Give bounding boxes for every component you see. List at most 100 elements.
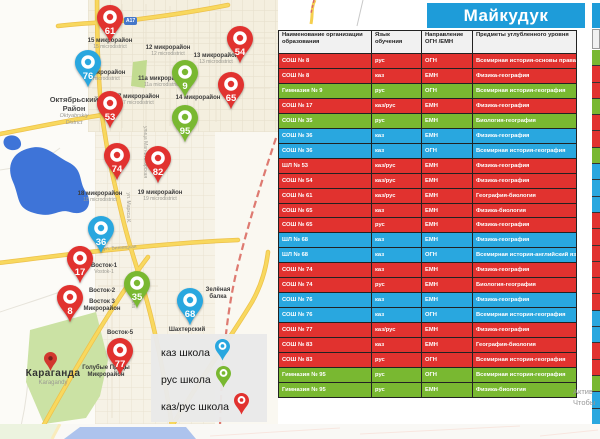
map-pin-school-35[interactable]: 35: [124, 271, 150, 309]
next-page-cell: [592, 98, 600, 116]
table-cell: ОГН: [422, 353, 473, 368]
table-cell: ЕМН: [422, 98, 473, 113]
table-cell: Всемирная история-английский язык: [476, 252, 576, 259]
next-page-cell: [592, 164, 600, 181]
table-header-cell: Наименование организации образования: [279, 31, 372, 53]
map-label: 18 микрорайон 18 microdistrict: [78, 191, 123, 204]
table-row: СОШ № 8 рус ОГН Всемирная история-основы пр…: [279, 53, 576, 68]
map-pin-school-61[interactable]: 61: [97, 5, 123, 43]
map-label-main: 19 микрорайон: [137, 190, 183, 196]
table-cell: каз/рус: [372, 173, 422, 188]
table-cell: СОШ № 83: [279, 338, 372, 353]
table-cell: СОШ № 36: [279, 128, 372, 143]
map-pin-school-77[interactable]: 77: [107, 338, 133, 376]
table-cell: каз: [372, 308, 422, 323]
map-label-sub: 13 microdistrict: [199, 58, 233, 65]
map-label-sub: 15 microdistrict: [93, 43, 127, 50]
map-label-main: Караганда: [25, 368, 81, 379]
map-label: 14 микрорайон: [176, 95, 221, 102]
map-pin-school-8[interactable]: 8: [57, 285, 83, 323]
map-label-main: 15 микрорайон: [87, 38, 133, 44]
map-label: Шахтерский: [169, 327, 205, 334]
table-cell: География-биология: [476, 192, 536, 199]
map-label: Октябрьский Район Oktyabrskiy District: [49, 95, 99, 126]
legend-pin-icon: [215, 366, 231, 393]
table-cell: ШЛ № 68: [279, 248, 372, 263]
svg-text:77: 77: [115, 359, 126, 370]
table-cell: Физика-география: [476, 222, 530, 229]
map-label: 13 микрорайон 13 microdistrict: [194, 53, 239, 66]
next-page-cell: [592, 50, 600, 67]
next-page-cell: [592, 245, 600, 262]
table-row: Гимназия № 95 рус ОГН Всемирная история-гео…: [279, 367, 576, 382]
table-cell: рус: [372, 382, 422, 397]
table-row: ШЛ № 53 каз/рус ЕМН Физика-география: [279, 157, 576, 173]
next-page-cell: [592, 375, 600, 393]
svg-text:53: 53: [105, 112, 116, 123]
table-cell: ЕМН: [422, 263, 473, 278]
road-badge: А17: [124, 17, 138, 25]
table-row: СОШ № 61 каз/рус ЕМН География-биология: [279, 187, 576, 203]
next-page-cell: [592, 408, 600, 425]
map-pin-school-76[interactable]: 76: [75, 50, 101, 88]
table-cell: ЕМН: [422, 158, 473, 173]
table-cell: Физика-география: [476, 237, 530, 244]
map-pin-school-68[interactable]: 68: [177, 288, 203, 326]
map-pin-school-74[interactable]: 74: [104, 143, 130, 181]
table-cell: каз: [372, 143, 422, 158]
table-cell: СОШ № 77: [279, 323, 372, 338]
table-cell: СОШ № 83: [279, 353, 372, 368]
table-cell: ЕМН: [422, 293, 473, 308]
map-label-main: Октябрьский Район: [49, 95, 99, 113]
table-row: СОШ № 74 каз ЕМН Физика-география: [279, 262, 576, 278]
svg-text:61: 61: [105, 26, 116, 37]
watermark-line: Чтобы: [573, 398, 596, 408]
map-label-main: Зелёная балка: [205, 287, 231, 300]
table-cell: СОШ № 8: [279, 54, 372, 68]
table-row: СОШ № 17 каз/рус ЕМН Физика-география: [279, 97, 576, 113]
table-cell: Всемирная история-основы права: [476, 57, 576, 64]
map-label-main: Восток-2: [88, 288, 116, 294]
table-cell: рус: [372, 54, 422, 68]
table-row: СОШ № 8 каз ЕМН Физика-география: [279, 67, 576, 83]
map-label: Зелёная балка: [206, 287, 231, 301]
legend-label: каз школа: [161, 346, 210, 359]
table-cell: Всемирная история-география: [476, 147, 566, 154]
next-page-cell: [592, 66, 600, 83]
map-label-main: 13 микрорайон: [193, 53, 239, 59]
table-cell: Всемирная история-география: [476, 312, 566, 319]
next-page-cell: [592, 278, 600, 295]
table-cell: ЕМН: [422, 128, 473, 143]
table-cell: Всемирная история-география: [476, 87, 566, 94]
map-label: 12 микрорайон 12 microdistrict: [146, 45, 191, 58]
table-row: ШЛ № 68 каз ОГН Всемирная история-английски…: [279, 247, 576, 263]
map-pin-school-65[interactable]: 65: [218, 72, 244, 110]
table-cell: рус: [372, 83, 422, 98]
table-row: СОШ № 74 рус ЕМН Биология-география: [279, 277, 576, 293]
table-row: Гимназия № 9 рус ОГН Всемирная история-геог…: [279, 82, 576, 98]
table-cell: Гимназия № 95: [279, 368, 372, 382]
map-label: Восток 3 Микрорайон: [84, 299, 121, 313]
map-pin-school-9[interactable]: 9: [172, 60, 198, 98]
city-park: [26, 312, 108, 424]
watermark-line: Актив: [573, 387, 593, 396]
map-pin-school-17[interactable]: 17: [67, 246, 93, 284]
map-pin-school-95[interactable]: 95: [172, 105, 198, 143]
map-label: Восток-2: [89, 288, 115, 295]
map-label-main: Восток 3 Микрорайон: [83, 299, 121, 312]
table-row: ШЛ № 68 каз ЕМН Физика-география: [279, 232, 576, 248]
map-label: 11а микрорайон 11a microdistrict: [138, 76, 186, 89]
map-pin-school-36[interactable]: 36: [88, 216, 114, 254]
table-cell: ЕМН: [422, 233, 473, 248]
map-pin-school-53[interactable]: 53: [97, 91, 123, 129]
table-cell: ОГН: [422, 83, 473, 98]
map-pin-school-54[interactable]: 54: [227, 26, 253, 64]
table-cell: ЕМН: [422, 338, 473, 353]
table-cell: ЕМН: [422, 323, 473, 338]
map-legend: каз школа рус школа каз/рус школа: [151, 334, 267, 422]
map-pin-school-82[interactable]: 82: [145, 146, 171, 184]
table-cell: ШЛ № 68: [279, 233, 372, 248]
table-cell: СОШ № 17: [279, 98, 372, 113]
svg-text:65: 65: [226, 93, 237, 104]
